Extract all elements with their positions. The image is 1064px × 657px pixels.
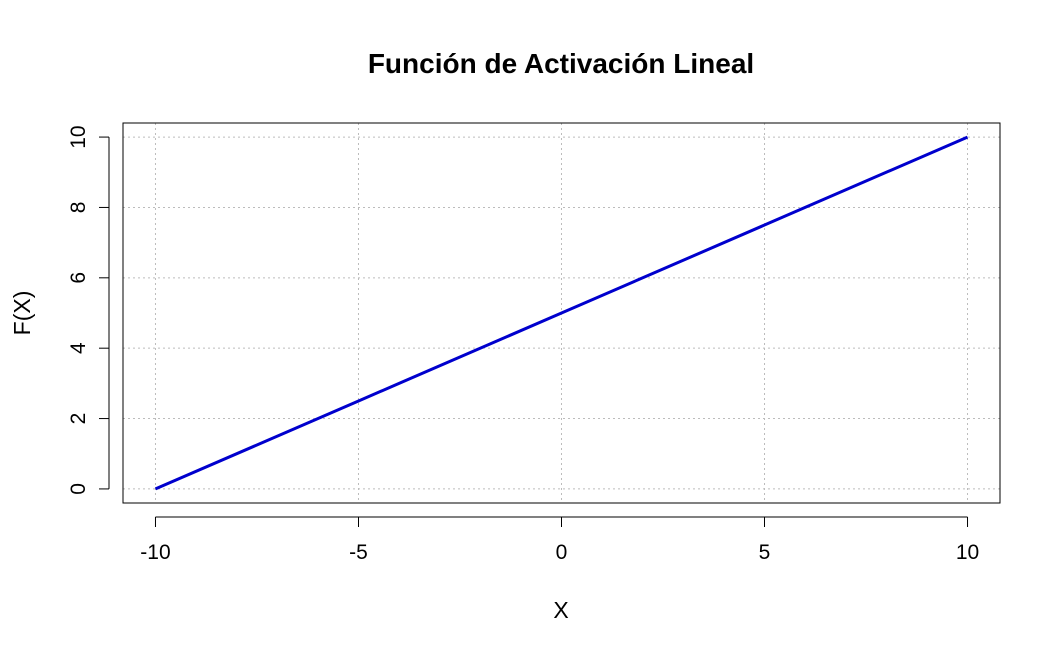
x-tick-label: -10 [140,541,170,564]
x-axis: -10 -5 0 5 10 [140,516,979,564]
y-tick-label: 10 [67,125,90,148]
grid [123,123,1000,503]
y-tick-label: 0 [67,483,90,495]
x-tick-label: 10 [956,541,979,564]
y-tick-label: 2 [67,413,90,425]
series-line [154,135,969,491]
plot-frame [122,122,1001,504]
series-layer [154,135,969,491]
x-tick-label: 0 [556,541,568,564]
y-axis: 0 2 4 6 8 10 [67,125,110,495]
chart-title: Función de Activación Lineal [368,48,754,79]
x-tick-label: 5 [759,541,771,564]
y-tick-label: 4 [67,342,90,354]
y-tick-label: 6 [67,272,90,284]
y-axis-label: F(X) [9,291,35,336]
x-tick-label: -5 [349,541,368,564]
y-tick-label: 8 [67,202,90,214]
x-axis-label: X [553,597,568,623]
